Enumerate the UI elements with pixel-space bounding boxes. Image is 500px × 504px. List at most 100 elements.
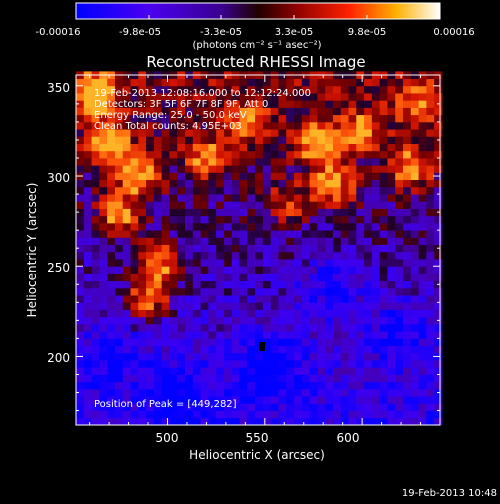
heatmap-cell	[379, 403, 388, 411]
heatmap-cell	[434, 287, 443, 296]
heatmap-cell	[161, 403, 170, 411]
heatmap-cell	[239, 172, 248, 181]
heatmap-cell	[270, 367, 279, 375]
heatmap-cell	[247, 157, 256, 166]
heatmap-cell	[356, 331, 365, 339]
heatmap-cell	[356, 143, 365, 152]
heatmap-cell	[410, 396, 419, 404]
heatmap-cell	[395, 208, 404, 217]
heatmap-cell	[231, 331, 240, 339]
heatmap-cell	[340, 107, 349, 116]
heatmap-cell	[216, 302, 225, 310]
heatmap-cell	[426, 309, 435, 318]
heatmap-cell	[76, 280, 85, 289]
heatmap-cell	[371, 323, 381, 332]
heatmap-cell	[403, 143, 412, 152]
heatmap-cell	[379, 179, 388, 188]
heatmap-cell	[153, 396, 163, 404]
heatmap-cell	[255, 410, 264, 419]
heatmap-cell	[231, 360, 240, 368]
heatmap-cell	[107, 172, 116, 181]
heatmap-cell	[364, 352, 373, 361]
heatmap-cell	[434, 323, 443, 332]
heatmap-cell	[169, 179, 178, 188]
heatmap-cell	[114, 266, 124, 274]
heatmap-cell	[340, 396, 349, 404]
heatmap-cell	[387, 230, 396, 238]
heatmap-cell	[239, 323, 248, 332]
heatmap-cell	[122, 345, 131, 354]
heatmap-cell	[278, 251, 287, 260]
heatmap-cell	[371, 85, 381, 94]
heatmap-cell	[301, 338, 310, 347]
heatmap-cell	[83, 100, 92, 108]
heatmap-cell	[146, 374, 155, 383]
heatmap-cell	[356, 179, 365, 188]
heatmap-cell	[364, 179, 373, 188]
heatmap-cell	[278, 280, 287, 289]
heatmap-cell	[294, 302, 303, 310]
heatmap-cell	[208, 157, 217, 166]
heatmap-cell	[410, 136, 419, 144]
heatmap-cell	[153, 410, 163, 419]
heatmap-cell	[286, 215, 295, 224]
heatmap-cell	[83, 381, 92, 390]
heatmap-cell	[91, 345, 100, 354]
heatmap-cell	[146, 302, 155, 310]
heatmap-cell	[332, 179, 342, 188]
heatmap-cell	[434, 367, 443, 375]
heatmap-cell	[348, 150, 357, 159]
heatmap-cell	[356, 136, 365, 144]
heatmap-cell	[208, 287, 217, 296]
heatmap-cell	[239, 157, 248, 166]
heatmap-cell	[91, 396, 100, 404]
heatmap-cell	[192, 388, 201, 397]
heatmap-cell	[107, 417, 116, 426]
heatmap-cell	[239, 215, 248, 224]
heatmap-cell	[403, 331, 412, 339]
heatmap-cell	[426, 121, 435, 130]
colorbar-tick-label: 9.8e-05	[348, 27, 386, 38]
heatmap-cell	[379, 280, 388, 289]
heatmap-cell	[169, 194, 178, 202]
heatmap-cell	[161, 157, 170, 166]
heatmap-cell	[309, 179, 318, 188]
heatmap-cell	[169, 302, 178, 310]
heatmap-cell	[301, 100, 310, 108]
heatmap-cell	[317, 222, 326, 231]
heatmap-cell	[395, 381, 404, 390]
heatmap-cell	[223, 374, 233, 383]
heatmap-cell	[83, 179, 92, 188]
heatmap-cell	[146, 259, 155, 267]
heatmap-cell	[146, 251, 155, 260]
heatmap-cell	[200, 417, 209, 426]
heatmap-cell	[208, 208, 217, 217]
heatmap-cell	[434, 381, 443, 390]
heatmap-cell	[332, 259, 342, 267]
heatmap-cell	[262, 237, 272, 245]
heatmap-cell	[91, 280, 100, 289]
heatmap-cell	[286, 172, 295, 181]
heatmap-cell	[122, 129, 131, 137]
heatmap-cell	[161, 179, 170, 188]
heatmap-cell	[138, 251, 147, 260]
heatmap-cell	[91, 403, 100, 411]
heatmap-cell	[231, 374, 240, 383]
heatmap-cell	[146, 208, 155, 217]
heatmap-cell	[270, 114, 279, 123]
heatmap-cell	[161, 287, 170, 296]
heatmap-cell	[387, 316, 396, 325]
heatmap-cell	[403, 208, 412, 217]
heatmap-cell	[99, 107, 108, 116]
heatmap-cell	[91, 417, 100, 426]
heatmap-cell	[76, 374, 85, 383]
heatmap-cell	[418, 194, 427, 202]
heatmap-cell	[262, 208, 272, 217]
heatmap-cell	[270, 100, 279, 108]
heatmap-cell	[239, 107, 248, 116]
heatmap-cell	[371, 129, 381, 137]
heatmap-cell	[122, 237, 131, 245]
heatmap-cell	[309, 215, 318, 224]
heatmap-cell	[317, 165, 326, 173]
heatmap-cell	[200, 374, 209, 383]
